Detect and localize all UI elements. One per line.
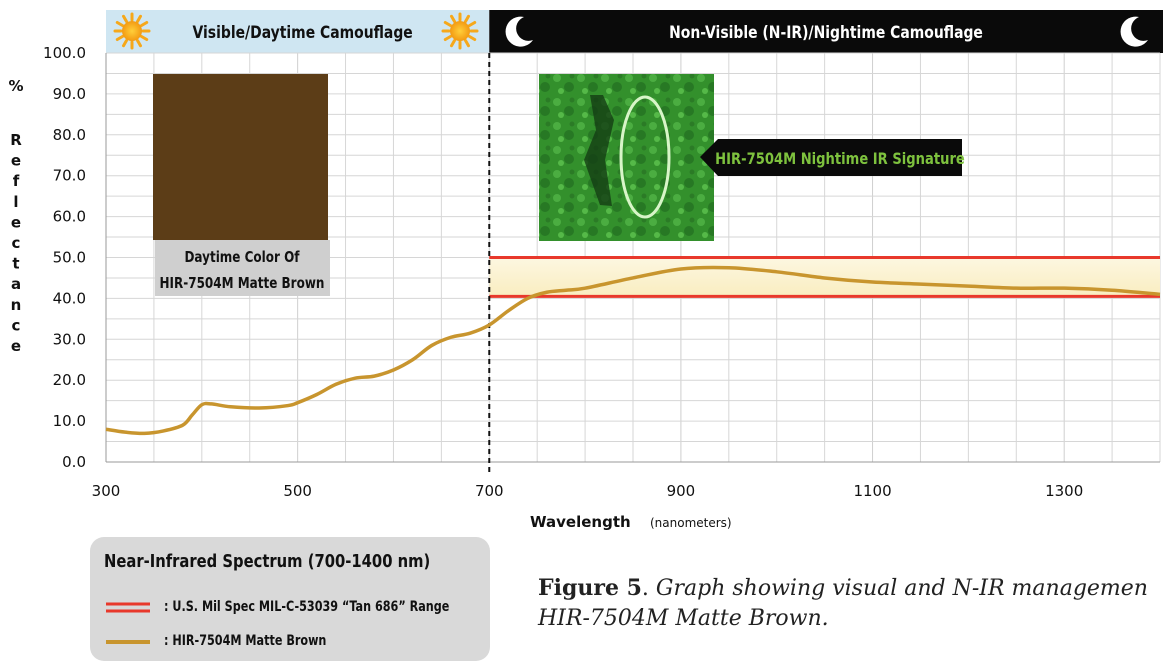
nir-region-label: Non-Visible (N-IR)/Nightime Camouflage [669, 23, 983, 43]
daytime-color-swatch [153, 74, 328, 240]
x-axis-unit: (nanometers) [650, 516, 732, 530]
moon-icon [1120, 16, 1148, 47]
night-ir-image [539, 74, 714, 241]
figure-caption: Figure 5. Graph showing visual and N-IR … [538, 573, 1163, 634]
y-axis-label-letter: t [12, 255, 19, 273]
nir-region-header [489, 10, 1163, 53]
visible-region-header [106, 10, 490, 53]
y-tick-label: 70.0 [53, 167, 86, 185]
legend-label-series: : HIR-7504M Matte Brown [164, 633, 327, 649]
y-tick-label: 40.0 [53, 289, 86, 307]
legend-title: Near-Infrared Spectrum (700-1400 nm) [104, 551, 431, 572]
x-axis-label: Wavelength [530, 513, 631, 531]
red-line-swatch-icon [106, 602, 150, 613]
y-axis-label-letter: R [10, 131, 22, 149]
swatch-label-line1: Daytime Color Of [184, 249, 300, 267]
y-axis-label-letter: e [11, 152, 21, 170]
y-tick-label: 20.0 [53, 371, 86, 389]
y-axis-label-letter: c [12, 316, 21, 334]
y-axis-label-letter: n [11, 296, 22, 314]
x-tick-label: 700 [475, 482, 504, 500]
night-ir-tint [539, 74, 714, 241]
sun-icon [113, 12, 151, 50]
x-tick-label: 900 [667, 482, 696, 500]
y-tick-label: 100.0 [43, 44, 86, 62]
soldier-silhouette [584, 95, 614, 206]
y-tick-label: 10.0 [53, 412, 86, 430]
y-axis-label-letter: e [11, 213, 21, 231]
y-axis-label-letter: f [13, 172, 20, 190]
caption-text-line2: HIR-7504M Matte Brown. [538, 606, 829, 631]
x-tick-label: 1100 [853, 482, 891, 500]
swatch-label-box [155, 240, 330, 296]
x-tick-label: 1300 [1045, 482, 1083, 500]
y-tick-label: 0.0 [62, 453, 86, 471]
ir-signature-highlight [619, 95, 671, 219]
swatch-label-line2: HIR-7504M Matte Brown [160, 275, 325, 293]
visible-region-label: Visible/Daytime Camouflage [193, 23, 413, 43]
ir-signature-callout [700, 139, 962, 176]
x-tick-label: 300 [92, 482, 121, 500]
y-tick-label: 60.0 [53, 208, 86, 226]
y-tick-label: 80.0 [53, 126, 86, 144]
moon-icon [505, 16, 533, 47]
y-tick-label: 50.0 [53, 249, 86, 267]
legend: Near-Infrared Spectrum (700-1400 nm) : U… [90, 537, 490, 661]
y-axis-label-letter: e [11, 337, 21, 355]
x-tick-label: 500 [283, 482, 312, 500]
y-axis-label-letter: c [12, 234, 21, 252]
caption-text-line1: Graph showing visual and N-IR managemen [655, 576, 1148, 601]
y-tick-label: 90.0 [53, 85, 86, 103]
legend-label-range: : U.S. Mil Spec MIL-C-53039 “Tan 686” Ra… [164, 599, 450, 615]
y-tick-label: 30.0 [53, 330, 86, 348]
y-axis-label-letter: l [13, 193, 18, 211]
y-axis-label-letter: a [11, 275, 21, 293]
ir-signature-label: HIR-7504M Nightime IR Signature [715, 150, 965, 169]
y-axis-label-letter: % [8, 77, 23, 95]
caption-figure-number: Figure 5 [538, 575, 642, 601]
night-ir-photo [539, 74, 714, 241]
sun-icon [441, 12, 479, 50]
gold-line-swatch-icon [106, 640, 150, 644]
